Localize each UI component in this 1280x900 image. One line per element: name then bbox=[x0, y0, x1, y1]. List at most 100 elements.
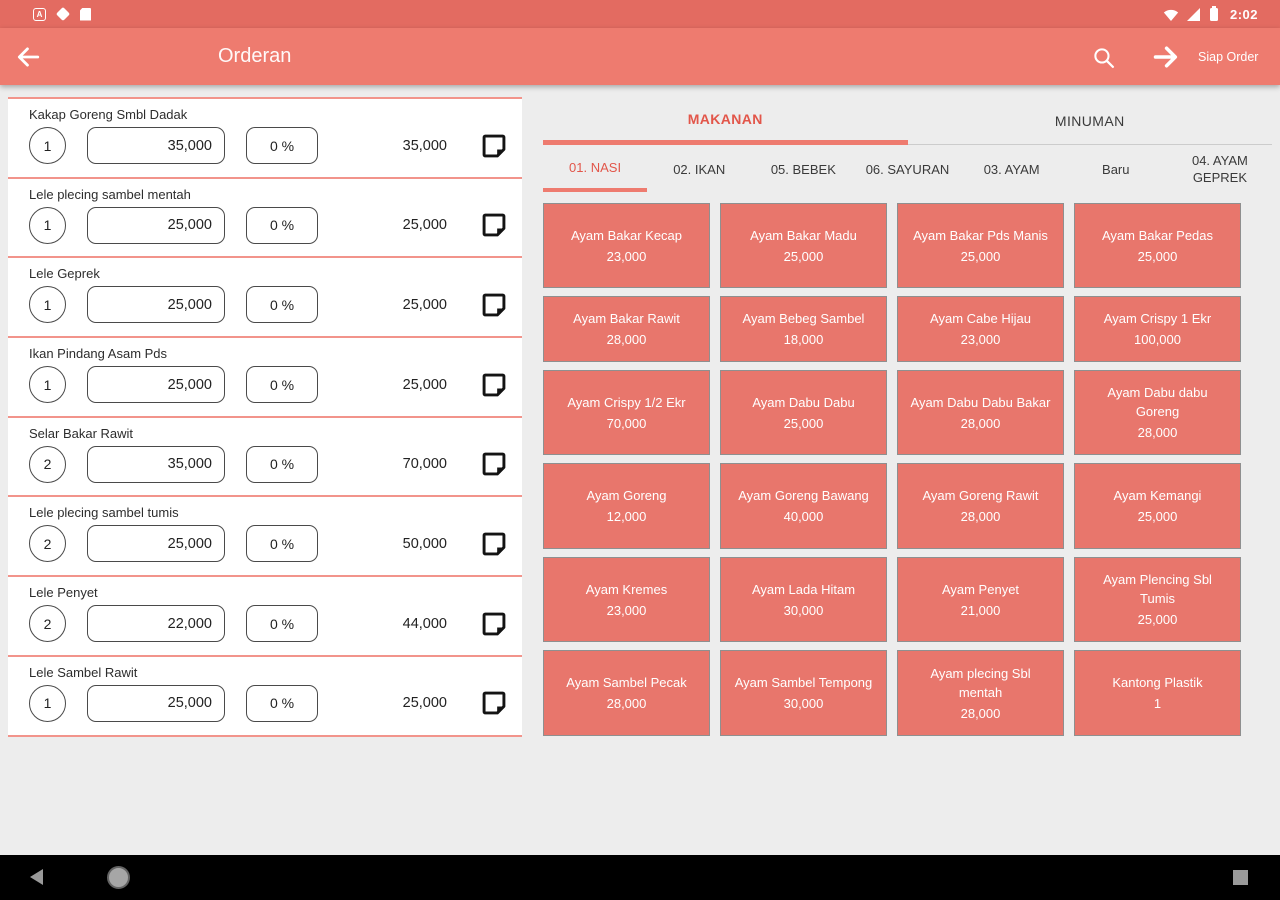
quantity-badge[interactable]: 2 bbox=[29, 605, 66, 643]
quantity-badge[interactable]: 1 bbox=[29, 366, 66, 404]
product-name: Ayam Plencing Sbl Tumis bbox=[1103, 572, 1212, 606]
status-bar: A 2:02 bbox=[0, 0, 1280, 28]
product-tile[interactable]: Ayam Bakar Rawit 28,000 bbox=[543, 296, 710, 362]
siap-order-label[interactable]: Siap Order bbox=[1198, 50, 1259, 64]
notification-letter-icon: A bbox=[33, 7, 46, 21]
product-tile[interactable]: Ayam Plencing Sbl Tumis 25,000 bbox=[1074, 557, 1241, 642]
discount-field[interactable]: 0 % bbox=[246, 684, 318, 722]
sd-card-icon bbox=[80, 7, 91, 21]
discount-field[interactable]: 0 % bbox=[246, 525, 318, 563]
tab-minuman[interactable]: MINUMAN bbox=[907, 97, 1272, 145]
product-tile[interactable]: Ayam Dabu Dabu Bakar 28,000 bbox=[897, 370, 1064, 455]
product-tile[interactable]: Ayam Crispy 1/2 Ekr 70,000 bbox=[543, 370, 710, 455]
note-button[interactable] bbox=[480, 530, 508, 558]
product-price: 28,000 bbox=[606, 332, 647, 347]
category-tab[interactable]: 01. NASI bbox=[543, 146, 648, 192]
note-button[interactable] bbox=[480, 132, 508, 160]
price-field[interactable]: 25,000 bbox=[87, 684, 225, 722]
page-title: Orderan bbox=[218, 45, 292, 67]
price-field[interactable]: 25,000 bbox=[87, 286, 225, 324]
quantity-badge[interactable]: 2 bbox=[29, 445, 66, 483]
product-tile[interactable]: Ayam Sambel Pecak 28,000 bbox=[543, 650, 710, 736]
product-name: Ayam plecing Sbl mentah bbox=[930, 665, 1031, 700]
quantity-badge[interactable]: 1 bbox=[29, 206, 66, 244]
product-tile[interactable]: Ayam Crispy 1 Ekr 100,000 bbox=[1074, 296, 1241, 362]
tab-makanan[interactable]: MAKANAN bbox=[543, 97, 908, 145]
note-button[interactable] bbox=[480, 450, 508, 478]
nav-home-icon[interactable] bbox=[107, 866, 130, 889]
product-name: Ayam Crispy 1/2 Ekr bbox=[567, 394, 686, 410]
product-name: Ayam Kremes bbox=[585, 581, 668, 597]
price-field[interactable]: 25,000 bbox=[87, 525, 225, 563]
note-icon bbox=[482, 532, 506, 556]
product-tile[interactable]: Ayam Sambel Tempong 30,000 bbox=[720, 650, 887, 736]
product-tile[interactable]: Kantong Plastik 1 bbox=[1074, 650, 1241, 736]
siap-order-button[interactable] bbox=[1150, 42, 1182, 72]
product-tile[interactable]: Ayam Penyet 21,000 bbox=[897, 557, 1064, 642]
product-name: Ayam Bakar Kecap bbox=[570, 227, 683, 243]
product-tile[interactable]: Ayam Bakar Pds Manis 25,000 bbox=[897, 203, 1064, 288]
category-tab[interactable]: 05. BEBEK bbox=[751, 146, 855, 192]
product-tile[interactable]: Ayam Bakar Madu 25,000 bbox=[720, 203, 887, 288]
quantity-badge[interactable]: 2 bbox=[29, 525, 66, 563]
product-tile[interactable]: Ayam Goreng Bawang 40,000 bbox=[720, 463, 887, 549]
discount-field[interactable]: 0 % bbox=[246, 605, 318, 643]
product-tile[interactable]: Ayam Cabe Hijau 23,000 bbox=[897, 296, 1064, 362]
quantity-badge[interactable]: 1 bbox=[29, 127, 66, 164]
product-price: 25,000 bbox=[783, 415, 824, 431]
price-field[interactable]: 35,000 bbox=[87, 445, 225, 483]
note-icon bbox=[482, 134, 506, 157]
product-tile[interactable]: Ayam Goreng 12,000 bbox=[543, 463, 710, 549]
category-tab[interactable]: 06. SAYURAN bbox=[855, 146, 959, 192]
order-item-name: Lele Sambel Rawit bbox=[29, 664, 138, 680]
discount-field[interactable]: 0 % bbox=[246, 445, 318, 483]
note-button[interactable] bbox=[480, 371, 508, 399]
note-button[interactable] bbox=[480, 211, 508, 239]
product-tile[interactable]: Ayam Goreng Rawit 28,000 bbox=[897, 463, 1064, 549]
product-name: Kantong Plastik bbox=[1112, 675, 1203, 690]
product-tile[interactable]: Ayam Lada Hitam 30,000 bbox=[720, 557, 887, 642]
line-total: 25,000 bbox=[402, 296, 447, 313]
category-tab[interactable]: 02. IKAN bbox=[647, 146, 751, 192]
product-price: 21,000 bbox=[960, 602, 1001, 618]
product-tile[interactable]: Ayam Bakar Pedas 25,000 bbox=[1074, 203, 1241, 288]
order-item-row: Kakap Goreng Smbl Dadak 1 35,000 0 % 35,… bbox=[8, 99, 522, 179]
search-button[interactable] bbox=[1090, 44, 1116, 70]
discount-field[interactable]: 0 % bbox=[246, 206, 318, 244]
product-tile[interactable]: Ayam plecing Sbl mentah 28,000 bbox=[897, 650, 1064, 736]
nav-back-icon[interactable] bbox=[30, 869, 43, 885]
price-field[interactable]: 25,000 bbox=[87, 206, 225, 244]
category-tab[interactable]: 03. AYAM bbox=[960, 146, 1064, 192]
quantity-badge[interactable]: 1 bbox=[29, 684, 66, 722]
product-tile[interactable]: Ayam Bebeg Sambel 18,000 bbox=[720, 296, 887, 362]
note-button[interactable] bbox=[480, 610, 508, 638]
product-tile[interactable]: Ayam Bakar Kecap 23,000 bbox=[543, 203, 710, 288]
quantity-badge[interactable]: 1 bbox=[29, 286, 66, 324]
category-tab[interactable]: 04. AYAM GEPREK bbox=[1168, 146, 1272, 192]
product-price: 25,000 bbox=[783, 248, 824, 264]
nav-recents-icon[interactable] bbox=[1233, 870, 1248, 885]
discount-field[interactable]: 0 % bbox=[246, 286, 318, 324]
discount-field[interactable]: 0 % bbox=[246, 366, 318, 404]
price-field[interactable]: 25,000 bbox=[87, 366, 225, 404]
category-tab[interactable]: Baru bbox=[1064, 146, 1168, 192]
price-field[interactable]: 35,000 bbox=[87, 127, 225, 164]
discount-field[interactable]: 0 % bbox=[246, 127, 318, 164]
line-total: 44,000 bbox=[402, 615, 447, 632]
note-button[interactable] bbox=[480, 291, 508, 319]
product-tile[interactable]: Ayam Kremes 23,000 bbox=[543, 557, 710, 642]
product-tile[interactable]: Ayam Dabu Dabu 25,000 bbox=[720, 370, 887, 455]
menu-panel: MAKANAN MINUMAN 01. NASI 02. IKAN 05. BE… bbox=[543, 97, 1272, 736]
price-field[interactable]: 22,000 bbox=[87, 605, 225, 643]
menu-tabs: MAKANAN MINUMAN bbox=[543, 97, 1272, 145]
note-button[interactable] bbox=[480, 689, 508, 717]
product-price: 18,000 bbox=[783, 332, 824, 347]
product-tile[interactable]: Ayam Dabu dabu Goreng 28,000 bbox=[1074, 370, 1241, 455]
order-item-row: Lele Sambel Rawit 1 25,000 0 % 25,000 bbox=[8, 657, 522, 737]
product-tile[interactable]: Ayam Kemangi 25,000 bbox=[1074, 463, 1241, 549]
line-total: 50,000 bbox=[402, 535, 447, 552]
back-button[interactable] bbox=[14, 43, 42, 71]
note-icon bbox=[482, 691, 506, 715]
tab-label: MAKANAN bbox=[687, 110, 763, 127]
order-item-name: Lele plecing sambel mentah bbox=[29, 186, 191, 202]
